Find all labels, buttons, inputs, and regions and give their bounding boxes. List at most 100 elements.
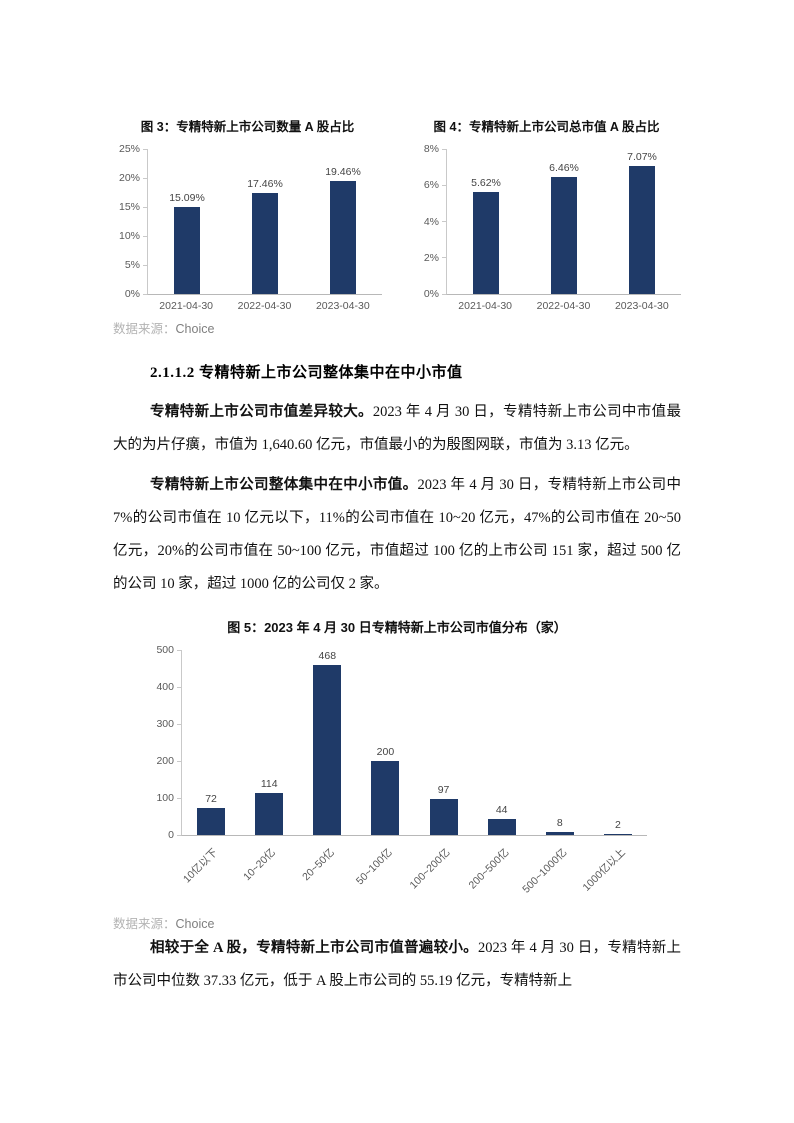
bar-value-label: 15.09%	[169, 191, 205, 204]
paragraph-3: 相较于全 A 股，专精特新上市公司市值普遍较小。2023 年 4 月 30 日，…	[113, 932, 681, 998]
x-tick-label-text: 2021-04-30	[159, 300, 214, 312]
x-axis-labels: 2021-04-30 2022-04-30 2023-04-30	[446, 300, 681, 312]
source-note: 数据来源：Choice	[113, 913, 681, 932]
bar-value-label: 44	[495, 803, 508, 816]
bar-value-label: 5.62%	[471, 177, 501, 190]
bar	[429, 799, 458, 835]
bar-group: 5.62%	[447, 149, 525, 294]
bar-value-label: 7.07%	[627, 150, 657, 163]
bar-value-label: 2	[615, 819, 621, 831]
source-note-value: Choice	[175, 322, 215, 336]
y-axis: 8% 6% 4% 2% 0%	[423, 143, 439, 300]
bar	[487, 818, 516, 835]
paragraph-2: 专精特新上市公司整体集中在中小市值。2023 年 4 月 30 日，专精特新上市…	[113, 469, 681, 601]
figure-5-title: 图 5：2023 年 4 月 30 日专精特新上市公司市值分布（家）	[227, 620, 567, 635]
x-tick-label-text: 2022-04-30	[237, 300, 292, 312]
bar-value-label: 8	[556, 817, 563, 829]
bar	[330, 181, 356, 294]
bar-value-label: 17.46%	[247, 177, 283, 190]
paragraph-1-text: 2023 年 4 月 30 日，专精特新上市公司中市值最大的为片仔癀，市值为 1…	[113, 404, 682, 453]
figure-3-title: 图 3：专精特新上市公司数量 A 股占比	[140, 120, 355, 134]
x-axis-labels: 10亿以下 10~20亿 20~50亿 50~100亿 100~200亿 200~500亿…	[181, 841, 647, 907]
x-tick-label: 50~100亿	[354, 841, 414, 907]
source-note-label: 数据来源：	[113, 322, 176, 336]
bar	[629, 165, 655, 294]
x-tick-label: 20~50亿	[298, 841, 356, 907]
bar	[252, 192, 278, 294]
x-tick-label: 1000亿以上	[580, 841, 647, 907]
figure-4-chart: 8% 6% 4% 2% 0% 5.62% 6.46% 7.07% 2021-04-30 202…	[412, 143, 681, 312]
bar-value-label: 114	[260, 777, 278, 790]
x-tick-label-text: 2023-04-30	[614, 300, 669, 312]
paragraph-2-text: 2023 年 4 月 30 日，专精特新上市公司中 7%的公司市值在 10 亿元…	[113, 477, 682, 592]
bar	[197, 808, 226, 835]
bar	[473, 192, 499, 294]
bar-group: 19.46%	[304, 149, 382, 294]
bar	[371, 761, 400, 835]
paragraph-2-lead: 专精特新上市公司整体集中在中小市值。	[150, 477, 418, 493]
bar-group: 6.46%	[525, 149, 603, 294]
bar-group: 200	[356, 650, 414, 835]
x-tick-label-text: 100~200亿	[408, 846, 454, 892]
x-tick-label: 2021-04-30	[446, 300, 524, 312]
x-tick-label-text: 50~100亿	[353, 846, 395, 888]
x-tick-label-text: 20~50亿	[299, 846, 337, 884]
source-note-value: Choice	[175, 917, 215, 931]
x-tick-label: 10亿以下	[181, 841, 239, 907]
x-tick-label-text: 200~500亿	[466, 846, 512, 892]
bar	[313, 665, 342, 835]
x-axis-labels: 2021-04-30 2022-04-30 2023-04-30	[147, 300, 382, 312]
x-tick-label-text: 10~20亿	[241, 846, 279, 884]
bar-value-label: 97	[437, 784, 450, 797]
plot-area: 15.09% 17.46% 19.46%	[147, 149, 382, 295]
bar-group: 15.09%	[148, 149, 226, 294]
paragraph-1-lead: 专精特新上市公司市值差异较大。	[150, 404, 373, 420]
bar	[255, 792, 284, 835]
page-content: 图 3：专精特新上市公司数量 A 股占比 25% 20% 15% 10% 5% 0% 15…	[0, 0, 794, 998]
bar	[603, 834, 632, 835]
bar	[545, 832, 574, 835]
bar-group: 72	[182, 650, 240, 835]
x-tick-label: 2022-04-30	[524, 300, 602, 312]
x-tick-label: 2022-04-30	[225, 300, 303, 312]
x-tick-label: 500~1000亿	[520, 841, 589, 907]
y-axis: 500 400 300 200 100 0	[156, 644, 174, 841]
section-heading: 2.1.1.2 专精特新上市公司整体集中在中小市值	[150, 365, 463, 381]
y-axis: 25% 20% 15% 10% 5% 0%	[118, 143, 140, 300]
bar-group: 97	[415, 650, 473, 835]
bar-group: 114	[240, 650, 298, 835]
figure-row: 图 3：专精特新上市公司数量 A 股占比 25% 20% 15% 10% 5% 0% 15…	[113, 116, 681, 312]
x-tick-label: 2023-04-30	[603, 300, 681, 312]
plot-wrap: 15.09% 17.46% 19.46% 2021-04-30 2022-04-30 2…	[147, 149, 382, 312]
bar	[174, 206, 200, 294]
figure-3-chart: 25% 20% 15% 10% 5% 0% 15.09% 17.46% 19.46% 2021…	[113, 143, 382, 312]
figure-4-title: 图 4：专精特新上市公司总市值 A 股占比	[433, 120, 660, 134]
figure-3: 图 3：专精特新上市公司数量 A 股占比 25% 20% 15% 10% 5% 0% 15…	[113, 116, 382, 312]
paragraph-3-lead: 相较于全 A 股，专精特新上市公司市值普遍较小。	[150, 940, 478, 956]
bar-group: 17.46%	[226, 149, 304, 294]
x-tick-label-text: 2022-04-30	[536, 300, 591, 312]
x-tick-label: 200~500亿	[466, 841, 530, 907]
bar-value-label: 19.46%	[325, 166, 361, 179]
x-tick-label: 2023-04-30	[304, 300, 382, 312]
bar-value-label: 468	[318, 650, 337, 662]
source-note: 数据来源：Choice	[113, 318, 681, 337]
bar-group: 7.07%	[603, 149, 681, 294]
paragraph-1: 专精特新上市公司市值差异较大。2023 年 4 月 30 日，专精特新上市公司中…	[113, 396, 681, 462]
x-tick-label: 2021-04-30	[147, 300, 225, 312]
plot-area: 5.62% 6.46% 7.07%	[446, 149, 681, 295]
figure-4: 图 4：专精特新上市公司总市值 A 股占比 8% 6% 4% 2% 0% 5.62% 6.…	[412, 116, 681, 312]
bar-value-label: 72	[205, 793, 217, 806]
x-tick-label-text: 10亿以下	[181, 846, 221, 886]
bar-value-label: 200	[376, 746, 395, 758]
bar	[551, 176, 577, 294]
bar-group: 2	[589, 650, 647, 835]
figure-5-chart: 500 400 300 200 100 0 72 114 468 200 97 44 8 2 10亿以下…	[147, 644, 647, 907]
x-tick-label: 10~20亿	[239, 841, 297, 907]
bar-group: 8	[531, 650, 589, 835]
bar-group: 468	[298, 650, 356, 835]
paragraph-3-text: 2023 年 4 月 30 日，专精特新上市公司中位数 37.33 亿元，低于 …	[113, 940, 682, 989]
x-tick-label-text: 2023-04-30	[315, 300, 370, 312]
x-tick-label: 100~200亿	[408, 841, 472, 907]
plot-wrap: 72 114 468 200 97 44 8 2 10亿以下 10~20亿 20~50亿 50~10…	[181, 650, 647, 907]
